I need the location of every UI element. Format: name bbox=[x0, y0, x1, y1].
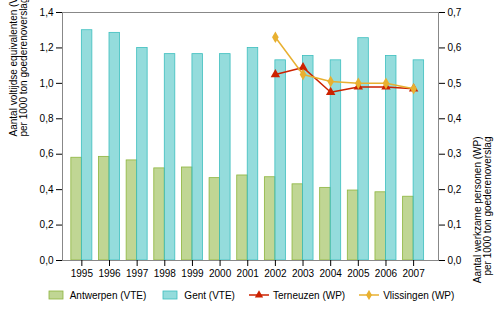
svg-text:0,4: 0,4 bbox=[448, 113, 462, 124]
svg-text:0,4: 0,4 bbox=[40, 184, 54, 195]
svg-text:Aantal voltijdse equivalenten: Aantal voltijdse equivalenten (VTE)per 1… bbox=[8, 0, 29, 137]
svg-text:1,4: 1,4 bbox=[40, 7, 54, 18]
html-text:Gent (VTE): Gent (VTE) bbox=[184, 289, 235, 301]
svg-text:1999: 1999 bbox=[181, 268, 204, 279]
svg-text:2003: 2003 bbox=[292, 268, 315, 279]
svg-text:0,0: 0,0 bbox=[448, 255, 462, 266]
svg-text:1,2: 1,2 bbox=[40, 42, 54, 53]
svg-text:2001: 2001 bbox=[237, 268, 260, 279]
svg-text:0,3: 0,3 bbox=[448, 148, 462, 159]
html-text:Terneuzen (WP): Terneuzen (WP) bbox=[272, 289, 346, 301]
svg-text:0,0: 0,0 bbox=[40, 255, 54, 266]
svg-text:0,8: 0,8 bbox=[40, 113, 54, 124]
svg-text:1,0: 1,0 bbox=[40, 78, 54, 89]
svg-text:1998: 1998 bbox=[154, 268, 177, 279]
svg-text:2004: 2004 bbox=[320, 268, 343, 279]
svg-text:0,6: 0,6 bbox=[40, 148, 54, 159]
svg-text:0,1: 0,1 bbox=[448, 219, 462, 230]
svg-text:2006: 2006 bbox=[375, 268, 398, 279]
svg-text:0,7: 0,7 bbox=[448, 7, 462, 18]
svg-text:1997: 1997 bbox=[126, 268, 149, 279]
svg-text:2007: 2007 bbox=[402, 268, 425, 279]
svg-text:0,2: 0,2 bbox=[40, 219, 54, 230]
svg-text:1996: 1996 bbox=[98, 268, 121, 279]
svg-text:2005: 2005 bbox=[347, 268, 370, 279]
html-text:Antwerpen (VTE): Antwerpen (VTE) bbox=[69, 289, 147, 301]
svg-text:0,2: 0,2 bbox=[448, 184, 462, 195]
svg-text:2000: 2000 bbox=[209, 268, 232, 279]
svg-text:1995: 1995 bbox=[71, 268, 94, 279]
svg-text:0,6: 0,6 bbox=[448, 42, 462, 53]
svg-text:0,5: 0,5 bbox=[448, 78, 462, 89]
svg-text:Aantal werkzame personen (WP)p: Aantal werkzame personen (WP)per 1000 to… bbox=[472, 137, 493, 284]
html-text:Vlissingen (WP): Vlissingen (WP) bbox=[383, 289, 455, 301]
svg-text:2002: 2002 bbox=[264, 268, 287, 279]
